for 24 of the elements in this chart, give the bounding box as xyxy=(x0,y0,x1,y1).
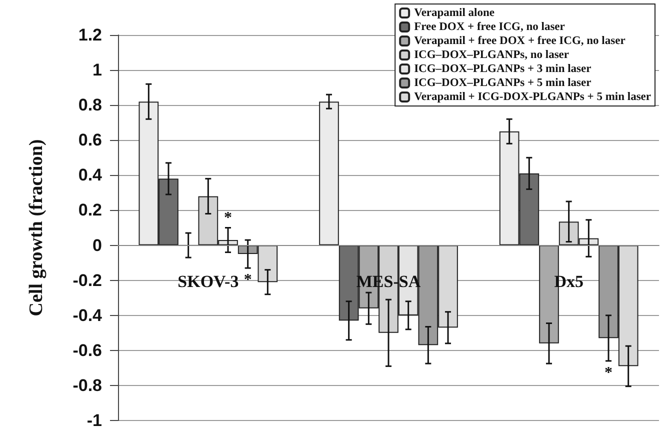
y-tick-label: 0.8 xyxy=(78,96,102,115)
y-tick-label: 0.6 xyxy=(78,130,102,150)
legend-label: ICG–DOX–PLGANPs + 5 min laser xyxy=(414,77,592,89)
y-tick-label: -1 xyxy=(86,411,102,429)
y-tick-label: -0.4 xyxy=(72,306,103,325)
y-tick-label: -0.2 xyxy=(72,270,102,290)
y-tick-label: -0.8 xyxy=(72,376,102,395)
y-tick-label: -0.6 xyxy=(72,340,102,360)
y-tick-label: 1 xyxy=(92,60,102,80)
legend-label: ICG–DOX–PLGANPs + 3 min laser xyxy=(414,63,592,75)
y-tick-label: 0.2 xyxy=(78,200,102,220)
data-label: * xyxy=(224,209,232,226)
y-tick-label: 0.4 xyxy=(78,166,103,185)
legend-label: Free DOX + free ICG, no laser xyxy=(414,21,565,33)
y-tick-label: 0 xyxy=(92,236,102,255)
x-tick-label: SKOV-3 xyxy=(178,272,239,292)
legend-label: ICG–DOX–PLGANPs, no laser xyxy=(414,49,570,61)
legend-label: Verapamil alone xyxy=(414,7,494,19)
data-label: * xyxy=(604,364,613,382)
y-axis-title: Cell growth (fraction) xyxy=(26,139,47,316)
legend-label: Verapamil + ICG-DOX-PLGANPs + 5 min laser xyxy=(414,91,652,103)
y-tick-label: 1.2 xyxy=(78,26,102,44)
legend-label: Verapamil + free DOX + free ICG, no laser xyxy=(414,35,626,47)
data-label: * xyxy=(244,272,252,289)
